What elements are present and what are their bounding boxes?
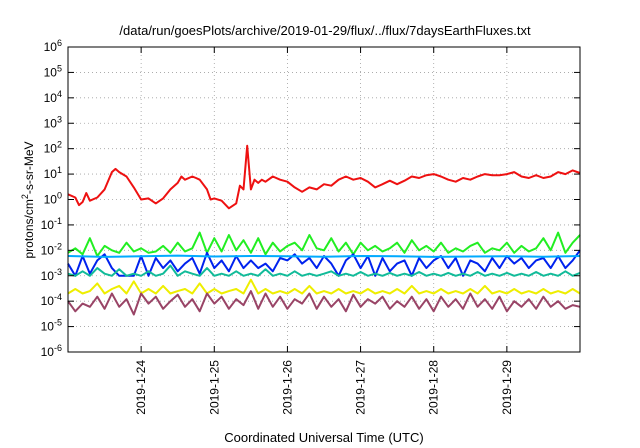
- y-tick-label-exponent: 6: [57, 38, 62, 48]
- y-tick-label: 10-1: [41, 216, 62, 232]
- y-tick-label: 104: [44, 89, 62, 105]
- y-tick-label-base: 10: [44, 193, 58, 207]
- y-axis-label-rest: -s-sr-MeV: [22, 141, 36, 194]
- y-tick-label-exponent: 5: [57, 63, 62, 73]
- y-tick-label-exponent: -6: [54, 343, 62, 353]
- y-tick-label: 100: [44, 191, 62, 207]
- y-tick-label-base: 10: [44, 40, 58, 54]
- x-tick-label: 2019-1-28: [427, 360, 441, 415]
- y-tick-label-exponent: -2: [54, 241, 62, 251]
- series-line-5: [67, 264, 581, 277]
- x-tick-labels: 2019-1-24 2019-1-25 2019-1-26 2019-1-27 2019…: [134, 360, 514, 415]
- y-tick-label-exponent: -1: [54, 216, 62, 226]
- y-tick-label-base: 10: [41, 243, 55, 257]
- y-tick-label-base: 10: [44, 167, 58, 181]
- y-tick-label: 103: [44, 114, 62, 130]
- y-tick-label-exponent: -5: [54, 318, 62, 328]
- y-axis-label-sup: 2: [20, 194, 30, 199]
- y-tick-label-base: 10: [41, 218, 55, 232]
- x-tick-label: 2019-1-25: [207, 360, 221, 415]
- series-layer: [67, 144, 581, 316]
- y-tick-label-exponent: 3: [57, 114, 62, 124]
- y-tick-label-exponent: -4: [54, 292, 62, 302]
- y-axis-label: protons/cm2-s-sr-MeV: [20, 141, 36, 258]
- x-tick-label: 2019-1-29: [500, 360, 514, 415]
- y-tick-label: 101: [44, 165, 62, 181]
- series-line-3: [67, 249, 581, 277]
- y-tick-label-base: 10: [44, 91, 58, 105]
- y-tick-label-base: 10: [41, 294, 55, 308]
- y-tick-label-base: 10: [44, 142, 58, 156]
- y-tick-label: 10-6: [41, 343, 62, 359]
- chart-title: /data/run/goesPlots/archive/2019-01-29/f…: [119, 23, 531, 38]
- y-tick-label-base: 10: [41, 269, 55, 283]
- y-tick-label-base: 10: [41, 345, 55, 359]
- y-tick-label: 102: [44, 140, 62, 156]
- y-tick-label-exponent: -3: [54, 267, 62, 277]
- axis-ticks: [68, 46, 580, 353]
- y-tick-label: 10-3: [41, 267, 62, 283]
- y-tick-label: 10-5: [41, 318, 62, 334]
- y-tick-labels: 10-610-510-410-310-210-11001011021031041…: [41, 38, 62, 359]
- y-axis-label-main: protons/cm: [22, 199, 36, 258]
- series-line-4: [67, 254, 581, 258]
- series-line-1: [67, 144, 581, 210]
- y-tick-label: 10-4: [41, 292, 62, 308]
- y-tick-label: 105: [44, 63, 62, 79]
- x-tick-label: 2019-1-27: [354, 360, 368, 415]
- y-tick-label: 10-2: [41, 241, 62, 257]
- y-tick-label-exponent: 2: [57, 140, 62, 150]
- series-line-2: [67, 231, 581, 257]
- series-line-6: [67, 278, 581, 295]
- x-tick-label: 2019-1-24: [134, 360, 148, 415]
- x-tick-label: 2019-1-26: [280, 360, 294, 415]
- y-tick-label-exponent: 0: [57, 191, 62, 201]
- y-tick-label-base: 10: [44, 65, 58, 79]
- y-tick-label-base: 10: [44, 116, 58, 130]
- y-tick-label-exponent: 1: [57, 165, 62, 175]
- y-tick-label: 106: [44, 38, 62, 54]
- series-line-7: [67, 290, 581, 316]
- x-axis-label: Coordinated Universal Time (UTC): [224, 430, 423, 445]
- y-tick-label-exponent: 4: [57, 89, 62, 99]
- y-tick-label-base: 10: [41, 320, 55, 334]
